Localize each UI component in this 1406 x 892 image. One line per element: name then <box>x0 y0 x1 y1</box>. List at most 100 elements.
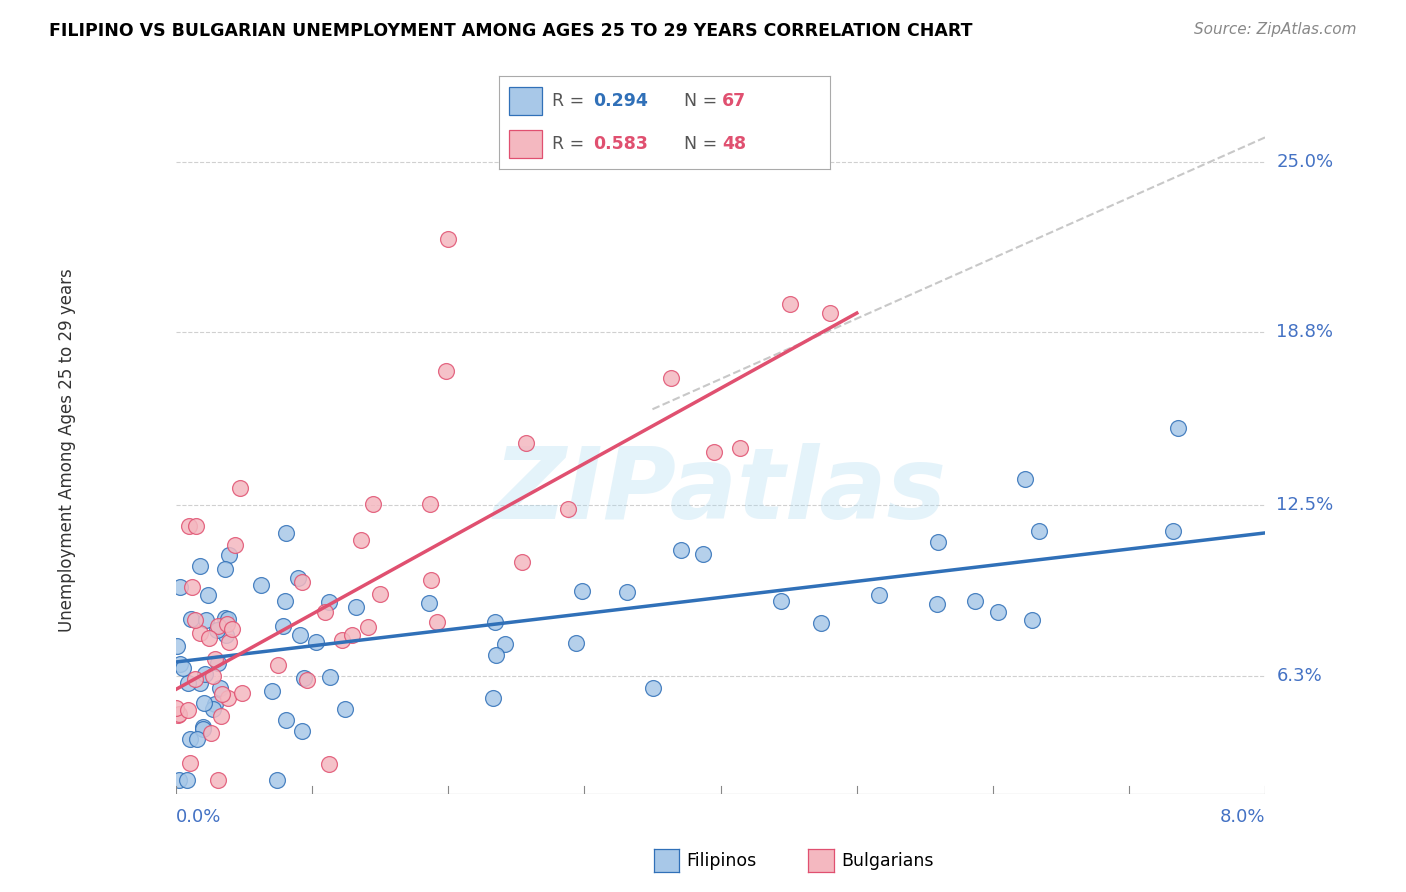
Point <box>616 585 638 599</box>
Point <box>179 756 201 770</box>
Text: 6.3%: 6.3% <box>1277 666 1322 685</box>
Point <box>204 652 226 666</box>
Point <box>314 605 336 619</box>
Text: Source: ZipAtlas.com: Source: ZipAtlas.com <box>1194 22 1357 37</box>
Point <box>510 555 533 569</box>
Point <box>221 622 243 636</box>
Point <box>177 676 200 690</box>
Point <box>291 723 314 738</box>
Point <box>215 627 238 641</box>
Point <box>267 657 290 672</box>
Text: 8.0%: 8.0% <box>1220 807 1265 826</box>
Text: 25.0%: 25.0% <box>1277 153 1333 171</box>
Point <box>987 605 1010 619</box>
Text: 0.294: 0.294 <box>593 92 648 110</box>
Point <box>271 619 294 633</box>
Point <box>363 497 385 511</box>
Point <box>176 703 198 717</box>
Point <box>769 594 792 608</box>
Point <box>190 559 212 574</box>
Point <box>205 623 228 637</box>
Text: 18.8%: 18.8% <box>1277 323 1333 342</box>
Point <box>305 634 328 648</box>
Point <box>318 595 340 609</box>
Point <box>180 612 202 626</box>
Point <box>218 635 240 649</box>
Point <box>207 656 229 670</box>
Point <box>201 669 224 683</box>
Point <box>217 616 239 631</box>
Text: 67: 67 <box>723 92 747 110</box>
Point <box>194 613 217 627</box>
Point <box>184 613 207 627</box>
Point <box>810 615 832 630</box>
Point <box>330 632 353 647</box>
Point <box>207 618 229 632</box>
Point <box>291 575 314 590</box>
Point <box>292 671 315 685</box>
Point <box>515 436 537 450</box>
Point <box>166 640 188 654</box>
Point <box>166 707 188 722</box>
Point <box>437 232 460 246</box>
Point <box>201 702 224 716</box>
Point <box>295 673 318 687</box>
Text: ZIPatlas: ZIPatlas <box>494 443 948 541</box>
Text: Bulgarians: Bulgarians <box>841 852 934 870</box>
Point <box>200 726 222 740</box>
Text: 48: 48 <box>723 136 747 153</box>
Point <box>1167 421 1189 435</box>
FancyBboxPatch shape <box>509 87 543 115</box>
Text: N =: N = <box>685 92 723 110</box>
Point <box>659 370 682 384</box>
Text: R =: R = <box>553 136 589 153</box>
Point <box>318 756 340 771</box>
Point <box>730 441 752 455</box>
Point <box>179 731 201 746</box>
Point <box>207 773 229 788</box>
Point <box>671 542 693 557</box>
Point <box>779 296 801 310</box>
Point <box>419 573 441 587</box>
Point <box>229 481 252 495</box>
Point <box>169 657 191 672</box>
Point <box>485 648 508 663</box>
Point <box>484 615 506 629</box>
Point <box>357 620 380 634</box>
Point <box>557 501 579 516</box>
Point <box>250 577 273 591</box>
Text: FILIPINO VS BULGARIAN UNEMPLOYMENT AMONG AGES 25 TO 29 YEARS CORRELATION CHART: FILIPINO VS BULGARIAN UNEMPLOYMENT AMONG… <box>49 22 973 40</box>
Point <box>181 580 204 594</box>
Point <box>231 686 253 700</box>
Point <box>344 599 367 614</box>
Point <box>481 691 503 706</box>
Point <box>224 538 246 552</box>
Point <box>274 713 297 727</box>
Point <box>287 571 309 585</box>
Point <box>643 681 665 695</box>
Point <box>702 444 724 458</box>
Text: Filipinos: Filipinos <box>686 852 756 870</box>
Point <box>266 773 288 788</box>
Point <box>340 628 363 642</box>
Point <box>1021 613 1043 627</box>
Point <box>191 720 214 734</box>
Point <box>927 535 949 549</box>
Text: 12.5%: 12.5% <box>1277 497 1333 515</box>
Point <box>191 722 214 736</box>
Point <box>434 364 457 378</box>
Point <box>169 581 191 595</box>
Point <box>167 707 190 722</box>
Point <box>183 672 205 686</box>
Point <box>818 306 841 320</box>
Text: Unemployment Among Ages 25 to 29 years: Unemployment Among Ages 25 to 29 years <box>58 268 76 632</box>
Point <box>172 661 194 675</box>
Point <box>350 533 373 548</box>
Point <box>927 597 949 611</box>
Point <box>1014 472 1036 486</box>
Point <box>194 667 217 681</box>
Point <box>217 612 239 626</box>
Point <box>177 519 200 533</box>
Point <box>186 732 208 747</box>
Point <box>184 518 207 533</box>
